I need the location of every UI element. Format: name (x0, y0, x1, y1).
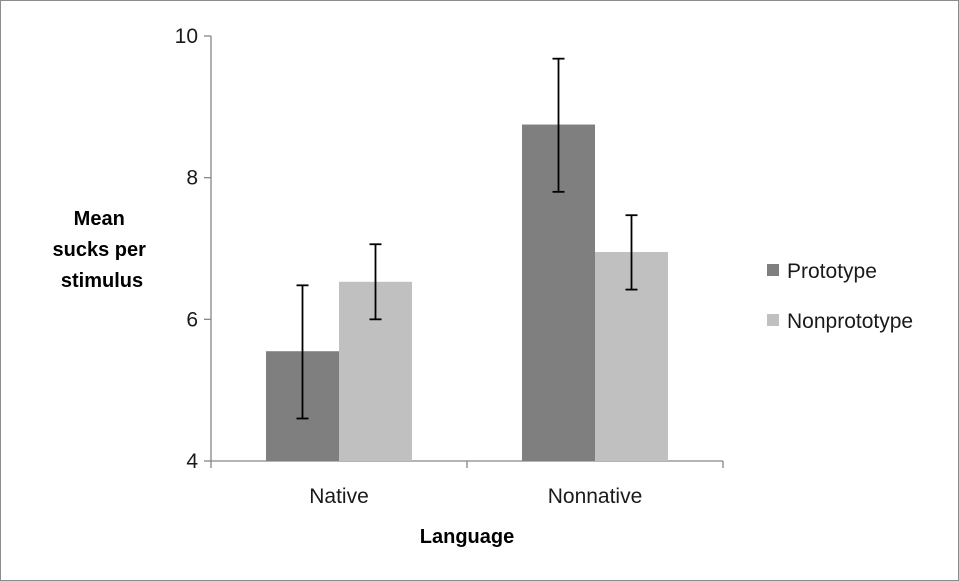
y-axis-title-line-3: stimulus (61, 270, 143, 292)
legend-swatch-prototype (767, 264, 779, 276)
legend-label-nonprototype: Nonprototype (787, 310, 913, 333)
x-tick-label: Nonnative (548, 485, 643, 508)
y-axis-title-line-2: sucks per (53, 239, 147, 261)
legend-swatch-nonprototype (767, 314, 779, 326)
y-tick-label: 10 (175, 25, 198, 48)
y-axis-title-line-1: Mean (74, 208, 125, 230)
y-tick-labels: 4 6 8 10 (175, 25, 199, 473)
x-tick-labels: Native Nonnative (309, 485, 642, 508)
error-bars (296, 57, 638, 420)
y-axis-title: Mean sucks per stimulus (53, 208, 152, 292)
legend-label-prototype: Prototype (787, 260, 877, 283)
y-tick-label: 6 (186, 308, 198, 331)
y-tick-label: 4 (186, 450, 198, 473)
legend: Prototype Nonprototype (767, 260, 913, 333)
y-tick-label: 8 (186, 167, 198, 190)
x-tick-label: Native (309, 485, 369, 508)
bars (266, 124, 668, 462)
x-axis-title: Language (420, 526, 514, 548)
